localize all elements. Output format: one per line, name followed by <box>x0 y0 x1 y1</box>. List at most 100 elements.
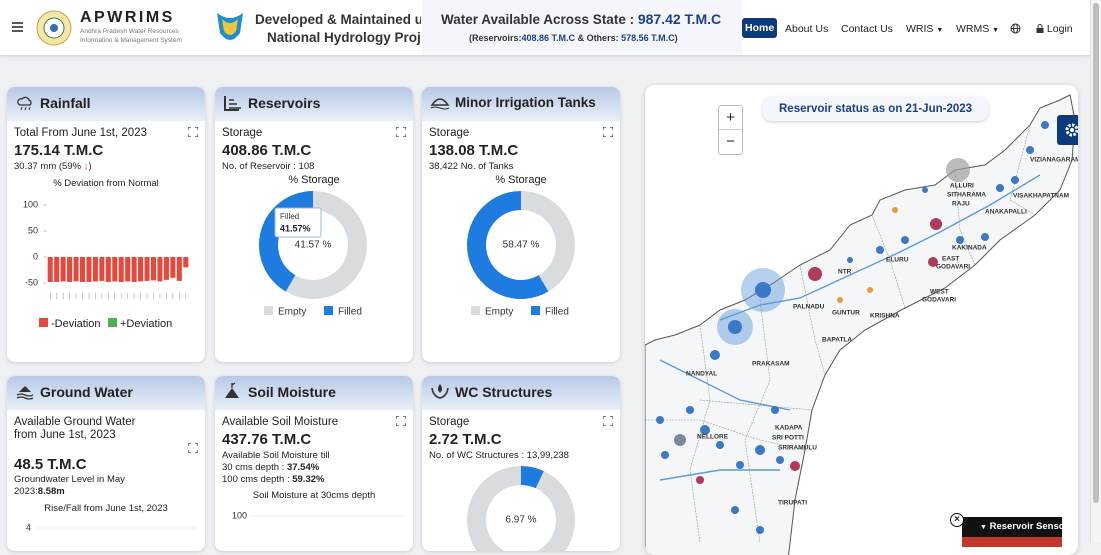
legend-label: Empty <box>485 307 513 318</box>
place-label: KRISHNA <box>870 313 900 320</box>
reservoir-dot <box>790 461 800 471</box>
river <box>659 469 780 481</box>
minor-card: Minor Irrigation Tanks Storage 138.08 T.… <box>422 87 620 362</box>
place-label: BAPATLA <box>822 337 852 344</box>
bar <box>170 257 176 278</box>
bar <box>47 257 53 282</box>
chart: 4 <box>26 522 197 532</box>
detail: (Reservoirs: <box>469 33 522 43</box>
place-label: SRIRAMULU <box>778 445 817 452</box>
bar <box>138 257 144 282</box>
sub-value: 59.32% <box>292 474 325 485</box>
legend-label: Filled <box>338 307 362 318</box>
logo <box>36 10 72 46</box>
reservoir-dot <box>847 257 853 263</box>
nav-text: WRMS <box>956 23 990 35</box>
legend-button[interactable]: ▼ Reservoir Sensors <box>962 517 1074 537</box>
nav-link[interactable]: WRIS ▼ <box>906 23 944 35</box>
chart: 100 50 0 -50 -Deviation +Deviation <box>23 199 189 330</box>
label: Storage <box>429 127 470 139</box>
place-label: WEST <box>930 289 949 296</box>
card-header <box>7 376 205 410</box>
brand-line: Andhra Pradesh Water Resources <box>80 28 179 35</box>
reservoir-dot <box>755 445 765 455</box>
value: 48.5 T.M.C <box>14 456 87 473</box>
menu-icon[interactable] <box>12 21 24 33</box>
river <box>659 359 791 411</box>
legend-swatch <box>471 306 480 315</box>
place-label: SITHARAMA <box>947 192 986 199</box>
district-line <box>645 419 806 451</box>
reservoir-dot <box>1041 121 1049 129</box>
district-line <box>689 324 711 544</box>
water-icon <box>16 386 34 400</box>
cloud-icon <box>17 96 32 111</box>
settings-button[interactable] <box>1057 115 1078 145</box>
banner: Developed & Maintained u <box>255 12 421 27</box>
zoom-out[interactable]: − <box>726 133 735 150</box>
bar <box>144 257 150 281</box>
nav-home[interactable]: Home <box>742 18 778 38</box>
district-line <box>871 214 906 309</box>
district-line <box>954 169 976 266</box>
reservoir-dot <box>696 476 704 484</box>
zoom-in[interactable]: + <box>719 106 742 130</box>
place-label: RAJU <box>952 201 970 208</box>
bar <box>176 257 182 281</box>
place-label: ELURU <box>886 257 909 264</box>
close-icon[interactable]: × <box>950 513 964 527</box>
reservoir-dot <box>656 416 664 424</box>
bar <box>157 257 163 282</box>
reservoir-dot <box>686 406 694 414</box>
place-label: ANAKAPALLI <box>985 209 1027 216</box>
nav-text: WRIS <box>906 23 934 35</box>
legend-swatch <box>108 318 117 327</box>
legend-label: Filled <box>545 307 569 318</box>
card-header <box>7 87 205 121</box>
label: Storage <box>429 416 470 428</box>
tank-icon <box>430 98 450 110</box>
legend-label: -Deviation <box>51 318 101 330</box>
globe-icon[interactable] <box>1010 23 1021 34</box>
chart-title: Rise/Fall from June 1st, 2023 <box>44 503 168 514</box>
bar <box>112 257 118 282</box>
detail: & Others: <box>575 33 622 43</box>
nav-link[interactable]: WRMS ▼ <box>956 23 1000 35</box>
card-header <box>422 376 620 410</box>
place-label: KADAPA <box>775 425 803 432</box>
chart: 41.57 % Empty Filled Filled 41.57% <box>259 191 367 318</box>
legend-label: +Deviation <box>120 318 172 330</box>
reservoir-dot <box>661 451 669 459</box>
water-value: 987.42 T.M.C <box>637 11 722 27</box>
sub: No. of Reservoir : 108 <box>222 161 315 172</box>
reservoir-dot <box>981 233 989 241</box>
sub: 30 cms depth : <box>222 462 287 473</box>
nav-login[interactable]: Login <box>1036 23 1073 35</box>
nav-link[interactable]: Contact Us <box>841 23 893 35</box>
nav-link[interactable]: About Us <box>785 23 829 35</box>
card-title: Ground Water <box>40 384 133 400</box>
place-label: KAKINADA <box>952 245 987 252</box>
donut-segment <box>521 191 575 292</box>
place-label: GODAVARI <box>936 264 970 271</box>
detail: ) <box>674 33 678 43</box>
y-tick-label: 100 <box>23 199 38 209</box>
bar <box>86 257 92 282</box>
legend-swatch <box>324 306 333 315</box>
center-label: 41.57 % <box>295 240 332 251</box>
water-title: Water Available Across State : <box>441 12 635 27</box>
chart-title: % Storage <box>495 174 547 186</box>
reservoir-dot <box>808 267 822 281</box>
soil-icon <box>225 382 239 398</box>
sub-value: 8.58m <box>37 486 65 497</box>
place-label: PRAKASAM <box>752 361 790 368</box>
place-label: TIRUPATI <box>778 500 807 507</box>
map-status: Reservoir status as on 21-Jun-2023 <box>763 97 989 121</box>
bar <box>79 257 86 282</box>
district-line <box>799 264 826 376</box>
y-tick-label: 50 <box>28 225 38 235</box>
wc-card: WC Structures Storage 2.72 T.M.C No. of … <box>422 376 620 551</box>
map[interactable]: VIZIANAGARAM ALLURI SITHARAMA RAJU VISAKHAPA… <box>645 85 1078 555</box>
chart-title: % Deviation from Normal <box>53 178 159 189</box>
